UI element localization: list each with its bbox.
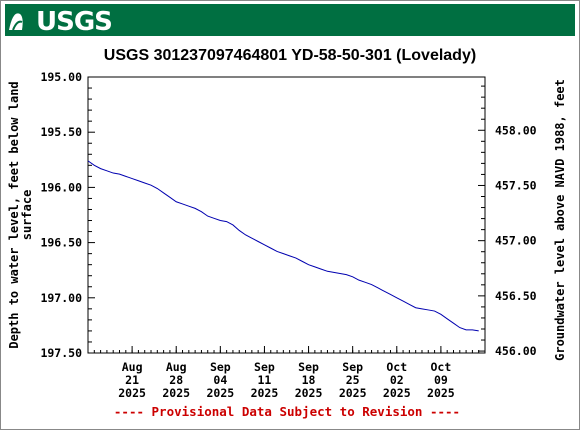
plot-area — [87, 76, 486, 354]
y-tick-label: 196.00 — [40, 180, 82, 194]
y2-axis-label: Groundwater level above NAVD 1988, feet — [553, 79, 567, 361]
x-tick-label-year: 2025 — [118, 386, 146, 400]
series-line-water-level — [87, 160, 479, 332]
x-tick-label-year: 2025 — [251, 386, 279, 400]
y2-tick-label: 456.50 — [495, 289, 537, 303]
y-tick-label: 197.50 — [40, 346, 82, 360]
x-tick-label-day: 25 — [346, 373, 360, 387]
x-tick-label-year: 2025 — [339, 386, 367, 400]
x-tick-label-month: Sep — [342, 360, 363, 374]
x-tick-label-year: 2025 — [295, 386, 323, 400]
x-tick-label-month: Oct — [386, 360, 407, 374]
x-tick-label-month: Aug — [122, 360, 143, 374]
y2-tick-label: 458.00 — [495, 123, 537, 137]
x-tick-label-year: 2025 — [162, 386, 190, 400]
x-tick-label-day: 02 — [390, 373, 404, 387]
y2-tick-label: 456.00 — [495, 344, 537, 358]
y2-tick-label: 457.00 — [495, 234, 537, 248]
chart-title: USGS 301237097464801 YD-58-50-301 (Lovel… — [104, 47, 476, 64]
usgs-banner — [5, 4, 575, 36]
provisional-data-notice: ---- Provisional Data Subject to Revisio… — [114, 404, 460, 419]
y-axis-label-line1: Depth to water level, feet below land — [7, 81, 21, 348]
y-axis-label-line2: surface — [20, 190, 34, 241]
usgs-logo-text: USGS — [36, 7, 112, 37]
x-tick-label-month: Sep — [298, 360, 319, 374]
x-tick-label-month: Oct — [430, 360, 451, 374]
x-tick-label-month: Sep — [210, 360, 231, 374]
y-tick-label: 195.00 — [40, 70, 82, 84]
x-tick-label-day: 09 — [434, 373, 448, 387]
x-tick-label-year: 2025 — [383, 386, 411, 400]
y-tick-label: 195.50 — [40, 125, 82, 139]
x-tick-label-day: 18 — [302, 373, 316, 387]
y-tick-label: 197.00 — [40, 291, 82, 305]
x-tick-label-month: Aug — [166, 360, 187, 374]
x-tick-label-month: Sep — [254, 360, 275, 374]
x-tick-label-day: 28 — [169, 373, 183, 387]
y-tick-label: 196.50 — [40, 236, 82, 250]
x-tick-label-day: 21 — [125, 373, 139, 387]
x-tick-label-year: 2025 — [427, 386, 455, 400]
x-tick-label-year: 2025 — [206, 386, 234, 400]
y2-tick-label: 457.50 — [495, 178, 537, 192]
x-tick-label-day: 11 — [258, 373, 272, 387]
x-tick-label-day: 04 — [213, 373, 227, 387]
usgs-logo-icon — [9, 13, 23, 31]
